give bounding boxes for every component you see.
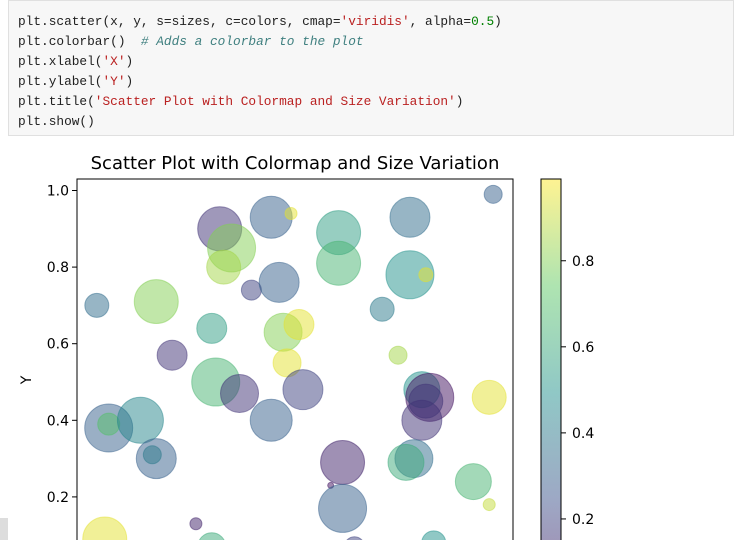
point xyxy=(82,516,128,540)
point xyxy=(97,412,121,436)
chart-title: Scatter Plot with Colormap and Size Vari… xyxy=(91,153,500,174)
point xyxy=(418,267,434,283)
code-token: 'Scatter Plot with Colormap and Size Var… xyxy=(94,94,456,109)
point xyxy=(483,184,503,204)
code-token: 0.5 xyxy=(471,14,495,29)
colorbar-tick-label: 0.4 xyxy=(572,426,594,442)
y-tick-label: 0.4 xyxy=(47,413,69,429)
point xyxy=(389,196,431,238)
point xyxy=(116,396,164,444)
code-token: plt.title( xyxy=(18,94,95,109)
point xyxy=(142,445,162,465)
code-token: ) xyxy=(494,14,502,29)
point xyxy=(258,261,300,303)
point xyxy=(385,250,435,300)
point xyxy=(284,206,298,220)
point xyxy=(346,536,363,540)
point xyxy=(198,532,225,540)
colorbar-tick-label: 0.6 xyxy=(572,340,594,356)
point xyxy=(482,498,496,512)
y-tick-label: 0.6 xyxy=(47,337,69,353)
y-tick-label: 0.2 xyxy=(47,490,69,506)
point xyxy=(240,279,262,301)
point xyxy=(401,399,443,441)
code-line: plt.colorbar() # Adds a colorbar to the … xyxy=(9,32,733,52)
code-token: 'Y' xyxy=(102,74,126,89)
point xyxy=(196,312,228,344)
point xyxy=(283,309,315,341)
points xyxy=(82,184,507,540)
code-cell: plt.scatter(x, y, s=sizes, c=colors, cma… xyxy=(8,0,734,136)
code-token: plt.ylabel( xyxy=(18,74,103,89)
point xyxy=(421,530,446,540)
code-line: plt.title('Scatter Plot with Colormap an… xyxy=(9,92,733,112)
code-token: ) xyxy=(125,54,134,69)
point xyxy=(388,345,408,365)
point xyxy=(133,279,179,325)
point xyxy=(249,398,293,442)
point xyxy=(471,379,507,415)
chart: Scatter Plot with Colormap and Size Vari… xyxy=(0,153,594,540)
colorbar xyxy=(540,178,562,540)
point xyxy=(220,373,260,413)
point xyxy=(320,439,366,485)
y-axis-label: Y xyxy=(19,375,35,385)
point xyxy=(387,443,425,481)
code-token: ) xyxy=(455,94,464,109)
point xyxy=(316,240,362,286)
y-tick-label: 1.0 xyxy=(47,183,69,199)
code-line: plt.scatter(x, y, s=sizes, c=colors, cma… xyxy=(9,12,733,32)
point xyxy=(156,339,188,371)
point xyxy=(318,483,368,533)
code-token: # Adds a colorbar to the plot xyxy=(140,34,364,49)
axes-frame xyxy=(76,178,514,540)
code-token: , alpha= xyxy=(409,14,472,29)
point xyxy=(454,463,492,501)
point xyxy=(189,517,203,531)
point xyxy=(369,296,395,322)
code-line: plt.show() xyxy=(9,112,733,132)
side-tab xyxy=(0,518,8,540)
code-line: plt.xlabel('X') xyxy=(9,52,733,72)
point xyxy=(282,369,324,411)
colorbar-tick-label: 0.8 xyxy=(572,254,594,270)
code-token: plt.xlabel( xyxy=(18,54,103,69)
code-token: plt.scatter(x, y, s=sizes, c=colors, cma… xyxy=(18,14,341,29)
code-token: 'X' xyxy=(102,54,126,69)
code-token: 'viridis' xyxy=(340,14,410,29)
point xyxy=(84,292,110,318)
colorbar-tick-label: 0.2 xyxy=(572,512,594,528)
code-token: plt.show() xyxy=(18,114,95,129)
code-token: plt.colorbar() xyxy=(18,34,141,49)
code-token: ) xyxy=(125,74,134,89)
point xyxy=(206,249,242,285)
code-line: plt.ylabel('Y') xyxy=(9,72,733,92)
y-tick-label: 0.8 xyxy=(47,260,69,276)
